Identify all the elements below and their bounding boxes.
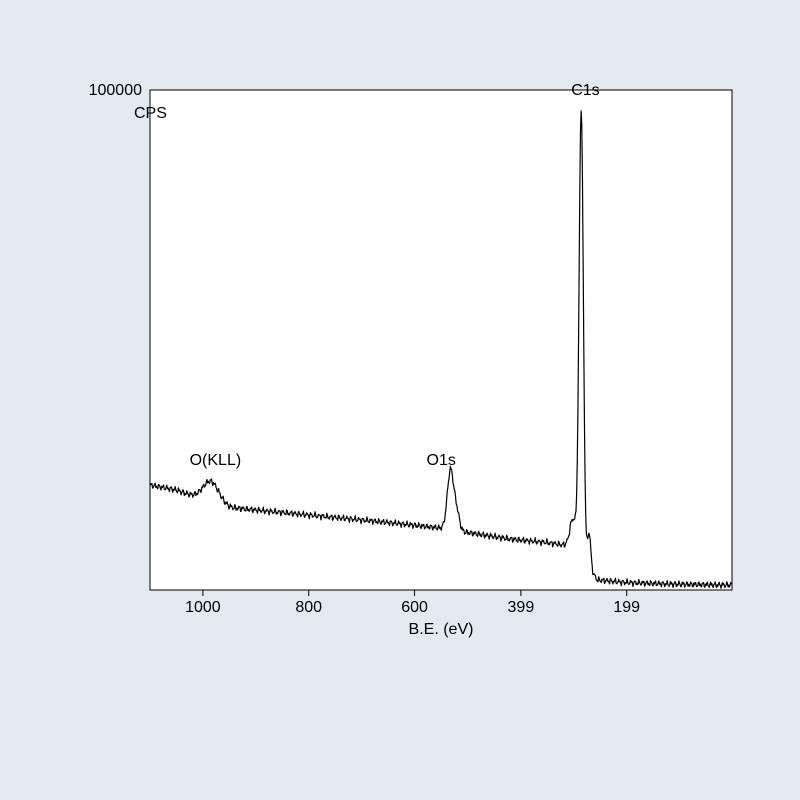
plot-area (150, 90, 732, 590)
y-axis-title: CPS (134, 105, 167, 122)
x-tick-label: 199 (613, 599, 640, 616)
x-tick-label: 1000 (185, 599, 221, 616)
peak-label: C1s (571, 82, 599, 99)
peak-label: O(KLL) (190, 452, 242, 469)
xps-spectrum-chart: 1000 800 600 399 199 B.E. (eV) 100000 CPS O(KLL)… (0, 0, 800, 800)
peak-label: O1s (427, 452, 456, 469)
x-axis-title: B.E. (eV) (409, 621, 474, 638)
x-tick-label: 800 (295, 599, 322, 616)
y-tick-label: 100000 (89, 82, 142, 99)
x-tick-label: 399 (508, 599, 535, 616)
x-tick-label: 600 (401, 599, 428, 616)
